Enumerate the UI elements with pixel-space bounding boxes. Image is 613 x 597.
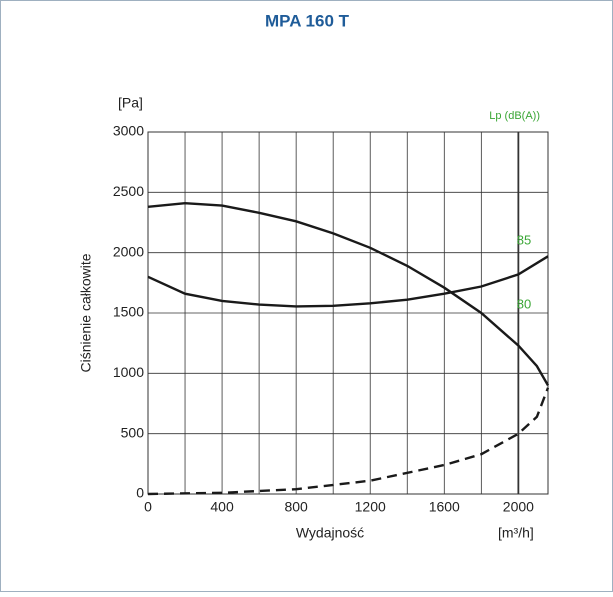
y-tick-label: 2500 bbox=[113, 183, 144, 199]
annotation: 80 bbox=[517, 296, 531, 311]
line bbox=[147, 201, 550, 386]
x-tick-label: 1200 bbox=[355, 499, 386, 515]
y-tick-label: 500 bbox=[121, 424, 145, 440]
x-tick-label: 800 bbox=[284, 499, 308, 515]
y-tick-label: 3000 bbox=[113, 123, 144, 139]
y-label: Ciśnienie całkowite bbox=[78, 253, 94, 372]
x-tick-label: 400 bbox=[210, 499, 234, 515]
y-tick-label: 2000 bbox=[113, 243, 144, 259]
y-tick-label: 0 bbox=[136, 485, 144, 501]
y2-label: Lp (dB(A)) bbox=[489, 110, 540, 122]
plot-frame bbox=[147, 131, 549, 495]
y-tick-label: 1000 bbox=[113, 364, 144, 380]
y-tick-label: 1500 bbox=[113, 304, 144, 320]
y-unit: [Pa] bbox=[118, 95, 143, 111]
x-tick-label: 1600 bbox=[429, 499, 460, 515]
chart-title: MPA 160 T bbox=[265, 11, 350, 30]
x-tick-label: 2000 bbox=[503, 499, 534, 515]
line bbox=[147, 255, 549, 308]
x-tick-label: 0 bbox=[144, 499, 152, 515]
annotation: 85 bbox=[517, 232, 531, 247]
x-label: Wydajność bbox=[296, 525, 364, 541]
line bbox=[147, 387, 550, 496]
x-unit: [m³/h] bbox=[498, 525, 534, 541]
